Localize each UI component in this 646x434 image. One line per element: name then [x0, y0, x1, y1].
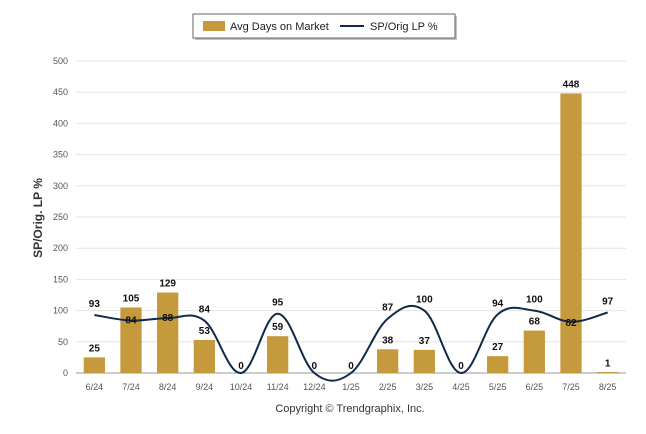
legend-label-bar: Avg Days on Market: [230, 21, 329, 33]
y-tick-label: 50: [58, 337, 68, 347]
bar: [523, 330, 545, 373]
bar: [377, 349, 399, 373]
line-data-label: 88: [162, 313, 174, 324]
x-tick-label: 1/25: [342, 382, 360, 392]
line-data-label: 93: [89, 299, 101, 310]
x-tick-label: 6/24: [86, 382, 104, 392]
y-tick-label: 0: [63, 368, 68, 378]
legend-label-line: SP/Orig LP %: [370, 21, 438, 33]
y-tick-label: 200: [53, 243, 68, 253]
y-tick-label: 150: [53, 274, 68, 284]
bar-data-label: 0: [238, 361, 244, 372]
y-tick-label: 500: [53, 56, 68, 66]
x-tick-label: 5/25: [489, 382, 507, 392]
legend-box: [192, 13, 456, 39]
bar-data-label: 448: [563, 79, 580, 90]
y-tick-label: 300: [53, 181, 68, 191]
line-data-label: 87: [382, 303, 394, 314]
x-tick-label: 8/24: [159, 382, 177, 392]
y-tick-label: 450: [53, 87, 68, 97]
x-tick-label: 7/25: [562, 382, 580, 392]
line-data-label: 82: [565, 318, 577, 329]
line-series: [94, 304, 608, 382]
bar-data-label: 37: [419, 336, 431, 347]
x-tick-label: 2/25: [379, 382, 397, 392]
bar: [597, 372, 619, 373]
line-data-label: 84: [199, 305, 211, 316]
y-tick-label: 400: [53, 118, 68, 128]
bar: [413, 349, 435, 373]
y-axis-title: SP/Orig. LP %: [31, 178, 45, 258]
x-tick-label: 4/25: [452, 382, 470, 392]
copyright-text: Copyright © Trendgraphix, Inc.: [275, 403, 424, 415]
y-tick-label: 250: [53, 212, 68, 222]
bar-data-label: 59: [272, 322, 284, 333]
x-tick-label: 3/25: [416, 382, 434, 392]
bar-data-label: 27: [492, 342, 504, 353]
line-data-label: 100: [416, 295, 433, 306]
bar-data-label: 68: [529, 317, 541, 328]
line-data-label: 100: [526, 295, 543, 306]
bar-data-label: 25: [89, 343, 101, 354]
x-tick-label: 12/24: [303, 382, 326, 392]
line-data-label: 97: [602, 296, 614, 307]
bar: [120, 307, 142, 373]
x-tick-label: 10/24: [230, 382, 253, 392]
bar-data-label: 0: [458, 361, 464, 372]
bar-data-label: 53: [199, 326, 211, 337]
y-tick-label: 100: [53, 306, 68, 316]
x-tick-label: 8/25: [599, 382, 617, 392]
line-data-label: 84: [125, 316, 137, 327]
bar-series: [83, 93, 619, 373]
bar: [157, 292, 179, 373]
bar-data-label: 105: [123, 293, 140, 304]
data-labels: 25 105 129 53 0 59 0 0 38 37 0 27 68 448 1 93 84 88 84 95 87…: [89, 79, 614, 372]
bar-data-label: 129: [159, 279, 176, 290]
line-path: [94, 304, 608, 382]
y-tick-label: 350: [53, 150, 68, 160]
bar-data-label: 1: [605, 358, 611, 369]
bar: [560, 93, 582, 373]
bar: [193, 339, 215, 373]
x-tick-label: 7/24: [122, 382, 140, 392]
x-axis: 6/24 7/24 8/24 9/24 10/24 11/24 12/24 1/25 2/25 3…: [86, 382, 617, 392]
bar-data-label: 0: [348, 361, 354, 372]
legend: Avg Days on Market SP/Orig LP %: [192, 13, 457, 40]
bar-data-label: 38: [382, 335, 394, 346]
x-tick-label: 11/24: [267, 382, 289, 392]
line-data-label: 94: [492, 298, 504, 309]
x-tick-label: 6/25: [526, 382, 544, 392]
bar: [83, 357, 105, 373]
y-axis: 0 50 100 150 200 250 300 350 400 450 500: [53, 56, 68, 378]
bar: [267, 336, 289, 373]
bar-data-label: 0: [312, 361, 318, 372]
x-tick-label: 9/24: [196, 382, 214, 392]
legend-swatch-bar: [203, 21, 225, 31]
bar: [487, 356, 509, 373]
line-data-label: 95: [272, 298, 284, 309]
